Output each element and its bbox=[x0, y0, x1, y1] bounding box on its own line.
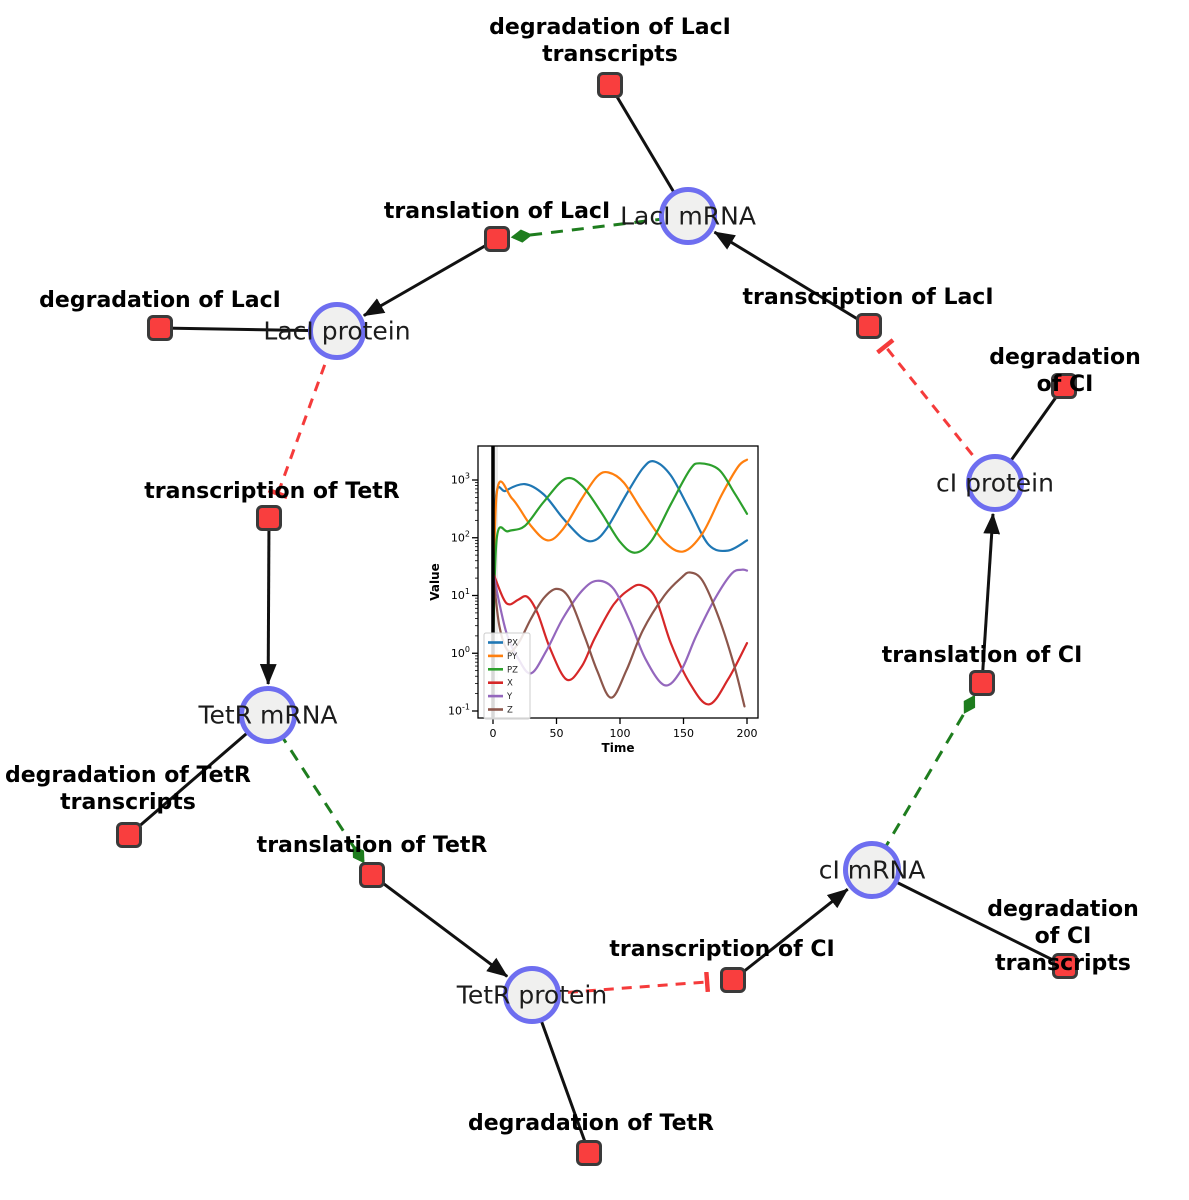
edge-translation-tetr-tetr-protein bbox=[371, 873, 509, 978]
reaction-label-deg-ci-transcripts: degradation of CI transcripts bbox=[987, 897, 1139, 976]
species-node-ci-mrna[interactable] bbox=[843, 841, 901, 899]
x-tick-label: 150 bbox=[673, 727, 694, 740]
x-tick-label: 50 bbox=[550, 727, 564, 740]
reaction-node-translation-tetr[interactable] bbox=[359, 862, 385, 888]
x-axis-label: Time bbox=[602, 741, 635, 755]
reaction-node-transcription-tetr[interactable] bbox=[256, 505, 282, 531]
species-node-laci-mrna[interactable] bbox=[659, 187, 717, 245]
edge-translation-laci-laci-protein bbox=[362, 237, 498, 317]
edge-ci-mrna-deg-ci-transcripts bbox=[871, 868, 1066, 968]
reaction-label-transcription-ci: transcription of CI bbox=[609, 937, 835, 962]
legend-item-PX: PX bbox=[488, 639, 518, 649]
reaction-label-translation-ci: translation of CI bbox=[881, 643, 1083, 668]
series-line-PZ bbox=[491, 462, 749, 655]
reaction-node-deg-laci[interactable] bbox=[147, 315, 173, 341]
y-tick-label: 10-1 bbox=[448, 703, 470, 718]
reaction-node-deg-ci-transcripts[interactable] bbox=[1052, 953, 1078, 979]
reaction-node-translation-ci[interactable] bbox=[969, 670, 995, 696]
edge-laci-protein-deg-laci bbox=[159, 326, 338, 333]
y-tick-label: 100 bbox=[451, 645, 470, 660]
species-label-tetr-mrna: TetR mRNA bbox=[198, 700, 338, 730]
legend-item-X: X bbox=[488, 679, 513, 689]
species-label-ci-mrna: cI mRNA bbox=[818, 855, 926, 885]
series-line-PY bbox=[491, 458, 749, 655]
timecourse-chart: 0 50 100 150 200 103 102 101 100 10-1 Time Value PX P… bbox=[425, 428, 785, 773]
x-tick-label: 0 bbox=[490, 727, 497, 740]
legend-label-Y: Y bbox=[506, 692, 513, 702]
y-tick-label: 101 bbox=[451, 587, 470, 602]
y-tick-label: 102 bbox=[451, 529, 470, 544]
reaction-label-translation-tetr: translation of TetR bbox=[256, 833, 488, 858]
legend-label-Z: Z bbox=[507, 706, 513, 716]
reaction-label-deg-tetr-transcripts: degradation of TetR transcripts bbox=[4, 763, 252, 815]
edge-transcription-laci-laci-mrna bbox=[713, 230, 870, 328]
series-line-Z bbox=[491, 571, 746, 708]
legend-label-X: X bbox=[507, 679, 513, 689]
legend-item-Z: Z bbox=[488, 706, 513, 716]
species-label-ci-protein: cI protein bbox=[936, 468, 1054, 498]
species-label-laci-protein: LacI protein bbox=[263, 316, 411, 346]
edge-laci-protein-transcription-tetr bbox=[267, 330, 339, 500]
reaction-label-deg-laci: degradation of LacI bbox=[39, 288, 281, 313]
edge-tetr-mrna-translation-tetr bbox=[266, 714, 365, 864]
legend-box: PX PY PZ XYZ bbox=[483, 632, 531, 720]
edge-transcription-tetr-tetr-mrna bbox=[259, 517, 277, 686]
legend-item-PY: PY bbox=[488, 652, 518, 662]
species-label-tetr-protein: TetR protein bbox=[456, 980, 608, 1010]
edge-transcription-ci-ci-mrna bbox=[732, 888, 849, 982]
reaction-node-deg-ci[interactable] bbox=[1051, 373, 1077, 399]
edge-laci-mrna-translation-laci bbox=[510, 214, 689, 243]
edge-tetr-mrna-deg-tetr-transcripts bbox=[128, 713, 269, 837]
reaction-label-deg-ci: degradation of CI bbox=[989, 345, 1141, 397]
y-tick-label: 103 bbox=[451, 472, 470, 487]
x-tick-label: 200 bbox=[737, 727, 758, 740]
legend-item-PZ: PZ bbox=[488, 665, 518, 675]
reaction-node-translation-laci[interactable] bbox=[484, 226, 510, 252]
reaction-label-transcription-tetr: transcription of TetR bbox=[144, 479, 400, 504]
reaction-label-deg-laci-transcripts: degradation of LacI transcripts bbox=[489, 15, 731, 67]
reaction-node-transcription-ci[interactable] bbox=[720, 967, 746, 993]
reaction-node-deg-tetr-transcripts[interactable] bbox=[116, 822, 142, 848]
reaction-label-transcription-laci: transcription of LacI bbox=[742, 285, 994, 310]
edge-translation-ci-ci-protein bbox=[980, 512, 1001, 684]
legend-label-PX: PX bbox=[507, 639, 518, 649]
species-node-ci-protein[interactable] bbox=[966, 454, 1024, 512]
species-node-tetr-protein[interactable] bbox=[503, 966, 561, 1024]
edge-tetr-protein-transcription-ci bbox=[531, 971, 711, 997]
species-node-laci-protein[interactable] bbox=[308, 302, 366, 360]
y-axis-label: Value bbox=[428, 563, 442, 601]
edge-ci-protein-transcription-laci bbox=[876, 338, 997, 484]
series-line-Y bbox=[491, 568, 749, 687]
series-line-X bbox=[491, 571, 749, 706]
legend-label-PY: PY bbox=[507, 652, 518, 662]
reaction-label-deg-tetr: degradation of TetR bbox=[467, 1111, 715, 1136]
x-tick-label: 100 bbox=[610, 727, 631, 740]
reaction-node-transcription-laci[interactable] bbox=[856, 313, 882, 339]
reaction-node-deg-tetr[interactable] bbox=[576, 1140, 602, 1166]
reaction-node-deg-laci-transcripts[interactable] bbox=[597, 72, 623, 98]
species-node-tetr-mrna[interactable] bbox=[239, 686, 297, 744]
chart-frame bbox=[477, 445, 759, 719]
species-label-laci-mrna: LacI mRNA bbox=[620, 201, 756, 231]
legend-label-PZ: PZ bbox=[507, 665, 518, 675]
legend-item-Y: Y bbox=[488, 692, 513, 702]
series-line-PX bbox=[491, 460, 749, 655]
reaction-label-translation-laci: translation of LacI bbox=[383, 199, 611, 224]
